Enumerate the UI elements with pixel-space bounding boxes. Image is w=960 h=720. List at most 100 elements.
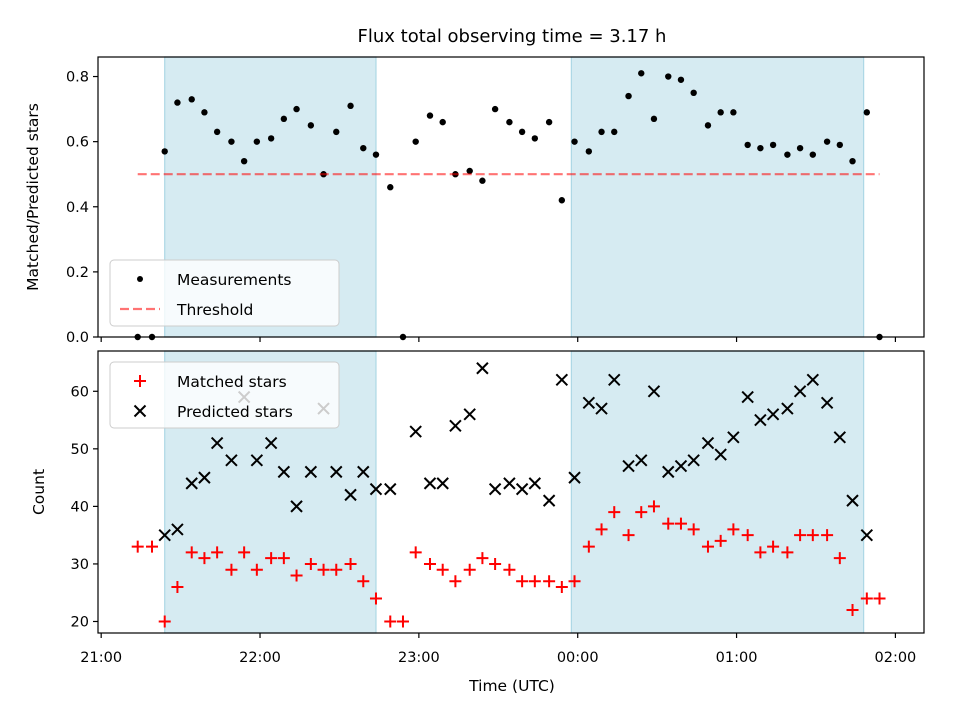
data-point — [687, 523, 700, 536]
data-point — [806, 529, 819, 542]
x-tick-label: 02:00 — [875, 650, 917, 666]
data-point — [463, 563, 476, 576]
data-point — [188, 96, 195, 103]
data-point — [515, 482, 529, 496]
data-point — [781, 402, 794, 415]
data-point — [528, 575, 541, 588]
data-point — [174, 99, 181, 106]
data-point — [595, 402, 608, 415]
legend-marker — [134, 375, 146, 387]
legend: Measurements Threshold — [109, 259, 340, 327]
chart-title: Flux total observing time = 3.17 h — [358, 26, 667, 47]
data-point — [730, 109, 737, 116]
data-point — [635, 506, 648, 519]
data-point — [727, 523, 740, 536]
data-point — [757, 144, 764, 152]
data-point — [476, 362, 489, 375]
data-point — [488, 482, 502, 496]
data-point — [503, 477, 516, 490]
x-axis-label: Time (UTC) — [468, 677, 555, 695]
data-point — [647, 385, 661, 398]
data-point — [330, 465, 343, 479]
legend-marker — [133, 404, 147, 418]
data-point — [542, 494, 556, 507]
data-point — [253, 138, 261, 145]
x-tick-label: 22:00 — [239, 650, 281, 666]
data-point — [277, 465, 291, 479]
data-point — [250, 563, 263, 576]
data-point — [531, 135, 539, 142]
data-point — [714, 534, 727, 547]
data-point — [506, 118, 513, 126]
data-point — [344, 557, 357, 570]
data-point — [555, 373, 569, 386]
data-point — [171, 580, 184, 593]
data-point — [158, 528, 171, 542]
data-point — [211, 546, 224, 559]
data-point — [304, 557, 317, 570]
data-point — [674, 517, 687, 530]
data-point — [238, 546, 251, 559]
data-point — [360, 144, 367, 152]
data-point — [545, 118, 553, 126]
data-point — [833, 431, 847, 444]
data-point — [516, 575, 529, 588]
data-point — [333, 128, 340, 136]
shaded-interval — [570, 350, 865, 634]
data-point — [744, 141, 751, 149]
data-point — [784, 151, 791, 158]
data-point — [677, 76, 685, 83]
data-point — [809, 151, 817, 158]
count-panel: 20 30 40 50 60 Count Matched stars Predicted st… — [30, 350, 925, 638]
data-point — [304, 465, 318, 479]
data-point — [201, 109, 208, 116]
data-point — [608, 373, 621, 386]
data-point — [528, 477, 542, 490]
legend-marker — [137, 276, 143, 282]
x-tick-label: 00:00 — [557, 650, 599, 666]
data-point — [543, 575, 556, 588]
data-point — [225, 454, 238, 467]
data-point — [489, 557, 502, 570]
data-point — [277, 552, 290, 565]
data-point — [265, 552, 278, 565]
plot-frame — [97, 350, 925, 634]
data-point — [568, 471, 581, 484]
data-point — [793, 385, 807, 398]
data-point — [387, 184, 394, 191]
data-point — [704, 122, 712, 129]
data-point — [344, 488, 357, 502]
data-point — [781, 546, 794, 559]
data-point — [727, 431, 740, 444]
ratio-panel: 0.0 0.2 0.4 0.6 0.8 Matched/Predicted stars Me… — [24, 56, 925, 346]
data-point — [369, 592, 382, 605]
legend-label: Predicted stars — [177, 403, 293, 421]
data-point — [823, 138, 831, 145]
data-point — [250, 454, 264, 467]
x-tick-label: 21:00 — [80, 650, 122, 666]
data-point — [595, 523, 608, 536]
data-point — [463, 408, 476, 421]
data-point — [849, 157, 856, 165]
data-point — [582, 540, 595, 553]
data-point — [228, 138, 235, 145]
data-point — [833, 552, 846, 565]
x-tick-label: 01:00 — [716, 650, 758, 666]
data-point — [635, 454, 648, 467]
x-axis-ticks: 21:00 22:00 23:00 00:00 01:00 02:00 — [80, 650, 916, 666]
data-point — [131, 540, 144, 553]
shaded-interval — [570, 56, 865, 338]
data-point — [439, 118, 446, 126]
data-point — [821, 529, 834, 542]
data-point — [625, 92, 632, 100]
data-point — [503, 563, 516, 576]
data-point — [863, 109, 871, 116]
data-point — [754, 546, 767, 559]
data-point — [846, 494, 859, 507]
data-point — [384, 615, 397, 628]
plot-frame — [97, 56, 925, 338]
data-point — [146, 540, 159, 553]
data-point — [741, 390, 754, 404]
data-point — [307, 122, 315, 129]
